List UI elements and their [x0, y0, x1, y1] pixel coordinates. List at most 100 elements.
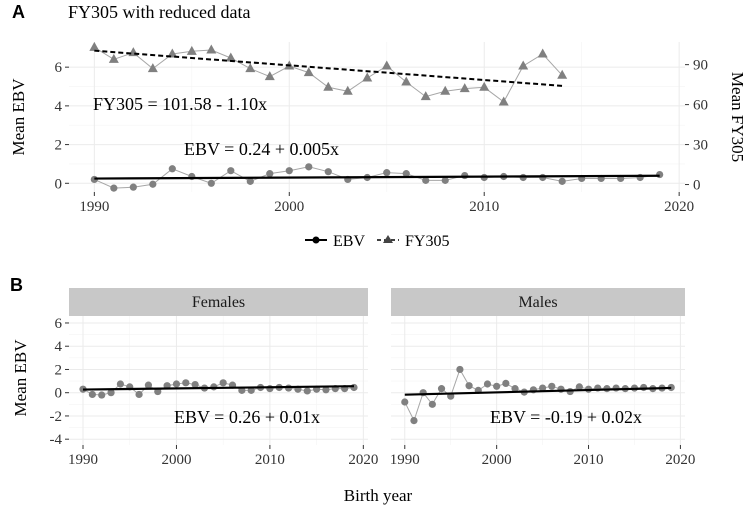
males-ebv-point	[667, 383, 675, 392]
panel-a-fy305-point	[537, 48, 548, 58]
females-ebv-point	[98, 391, 106, 399]
facet-strip-males	[391, 288, 685, 316]
males-ebv-point	[548, 382, 556, 390]
females-ebv-point	[172, 380, 181, 388]
males-plot-area	[391, 316, 685, 445]
panel-a-x-tick-label: 2000	[274, 199, 304, 215]
females-ebv-point	[107, 389, 115, 397]
females-ebv-point	[303, 387, 311, 395]
males-ebv-point	[410, 416, 418, 425]
panel-a-ebv-point	[422, 176, 430, 184]
panel-a-fy305-point	[89, 41, 100, 51]
panel-a-fy305-point	[186, 45, 197, 55]
males-x-tick-label: 2000	[482, 452, 512, 468]
males-ebv-point	[612, 384, 620, 392]
females-ebv-point	[144, 381, 153, 389]
panel-a-ebv-point	[129, 183, 137, 191]
facet-label-females: Females	[192, 294, 245, 311]
legend: EBV FY305	[305, 233, 449, 250]
panel-a-x-tick-label: 2010	[469, 199, 499, 215]
panel-a-fy305-point	[401, 76, 412, 86]
females-plot-area	[69, 316, 368, 445]
panel-a-fy305-point	[459, 83, 470, 93]
panel-a-fy305-point	[206, 44, 217, 54]
ebv-trend-equation: EBV = 0.24 + 0.005x	[184, 139, 339, 159]
males-ebv-point	[483, 380, 492, 388]
panel-a-ebv-trend-line	[94, 174, 660, 180]
panel-a-fy305-point	[440, 85, 451, 95]
panel-a-y2-tick-label: 0	[693, 178, 701, 194]
panel-a-fy305-point	[557, 69, 568, 79]
facet-strip-females	[69, 288, 368, 316]
legend-ebv-label: EBV	[333, 233, 365, 250]
panel-a-fy305-trend-line	[94, 49, 563, 87]
females-y-tick-label: -4	[50, 432, 63, 448]
females-trend-equation: EBV = 0.26 + 0.01x	[174, 407, 320, 427]
males-ebv-point	[511, 385, 519, 393]
panel-a-fy305-point	[245, 63, 256, 73]
females-ebv-point	[350, 383, 358, 392]
females-ebv-point	[182, 379, 190, 387]
panel-a-ebv-point	[461, 171, 469, 180]
females-y-tick-label: 4	[55, 339, 63, 355]
males-x-tick-label: 1990	[390, 452, 420, 468]
females-y-tick-label: -2	[50, 409, 63, 425]
panel-a-y-tick-label: 2	[55, 138, 63, 154]
males-ebv-point	[502, 379, 510, 388]
females-ebv-point	[135, 390, 143, 399]
panel-a-fy305-point	[518, 60, 529, 70]
panel-a-y-tick-label: 4	[55, 99, 63, 115]
panel-a-ebv-point	[558, 177, 566, 185]
panel-a-fy305-point	[303, 67, 314, 77]
panel-a-fy305-point	[225, 52, 236, 62]
panel-a-x-tick-label: 1990	[79, 199, 109, 215]
panel-a-y-tick-label: 0	[55, 176, 63, 192]
males-ebv-trend-line	[404, 386, 672, 396]
males-ebv-point	[428, 400, 436, 408]
panel-a-ebv-point	[266, 170, 274, 178]
panel-a-ebv-point	[285, 167, 293, 175]
panel-a-ebv-point	[656, 170, 664, 179]
panel-a-fy305-point	[381, 60, 392, 70]
panel-a-fy305-point	[264, 71, 275, 81]
panel-a-ebv-point	[539, 173, 547, 182]
panel-a-fy305-point	[147, 63, 158, 73]
panel-a-y2label: Mean FY305	[728, 72, 747, 162]
panel-a-fy305-point	[479, 81, 490, 91]
panel-a-ebv-point	[227, 167, 235, 175]
panel-a-ebv-point	[207, 179, 215, 187]
panel-a-ebv-point	[324, 168, 332, 176]
females-y-tick-label: 6	[55, 316, 63, 332]
males-ebv-point	[575, 383, 583, 391]
panel-a-title: FY305 with reduced data	[68, 2, 250, 22]
females-ebv-point	[219, 379, 227, 387]
panel-b-xlabel: Birth year	[344, 486, 413, 505]
panel-b-females-plot: 1990 2000 2010 2020 -4 -2 0 2 4 6 EBV = 0.26 + 0.0…	[50, 316, 379, 468]
females-x-tick-label: 1990	[68, 452, 98, 468]
panel-a-ebv-point	[383, 169, 391, 177]
panel-b-ylabel: Mean EBV	[11, 339, 30, 417]
males-ebv-point	[456, 365, 464, 374]
panel-b-males-plot: 1990 2000 2010 2020 EBV = -0.19 + 0.02x	[390, 316, 695, 468]
panel-b-letter: B	[10, 275, 23, 295]
panel-a-plot-area	[69, 42, 685, 192]
legend-ebv-marker	[312, 236, 320, 244]
panel-a-ebv-point	[110, 184, 118, 192]
females-ebv-point	[322, 386, 330, 394]
females-y-tick-label: 2	[55, 362, 63, 378]
panel-a-fy305-point	[498, 96, 509, 106]
panel-a-fy305-point	[362, 72, 373, 82]
panel-a-ebv-point	[441, 176, 449, 184]
males-ebv-point	[493, 382, 501, 390]
panel-a-fy305-point	[342, 85, 353, 95]
panel-a-ylabel: Mean EBV	[9, 78, 28, 156]
panel-a-ebv-point	[246, 177, 254, 185]
panel-a-fy305-point	[167, 48, 178, 58]
panel-a-ebv-point	[149, 180, 157, 188]
females-ebv-point	[191, 380, 199, 389]
females-x-tick-label: 2010	[255, 452, 285, 468]
females-ebv-trend-line	[83, 385, 354, 391]
fy305-trend-equation: FY305 = 101.58 - 1.10x	[93, 94, 267, 114]
